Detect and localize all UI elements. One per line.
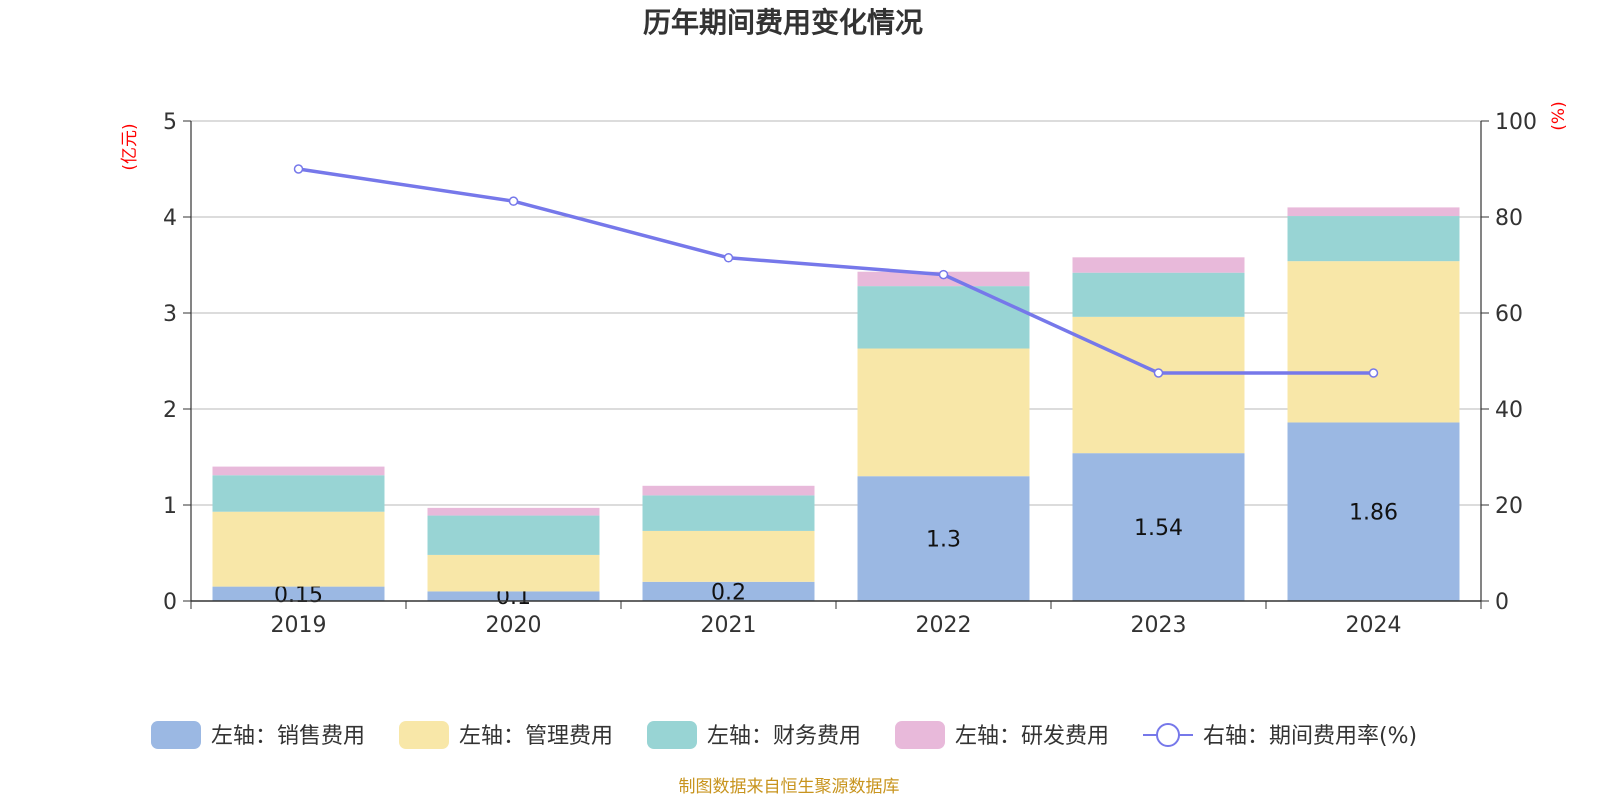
legend-label: 左轴：研发费用	[955, 724, 1109, 749]
x-tick-label: 2023	[1131, 613, 1187, 638]
rate-point	[1368, 368, 1379, 378]
bar-segment	[427, 507, 600, 516]
bar-segment	[642, 581, 815, 601]
rate-line-layer	[293, 164, 1379, 378]
bar-segment	[1072, 453, 1245, 601]
bar-data-label: 1.3	[926, 528, 961, 553]
right-tick-label: 100	[1495, 110, 1537, 135]
left-tick-label: 2	[163, 398, 177, 423]
legend-swatch	[399, 721, 449, 749]
bar-segment	[857, 476, 1030, 601]
rate-point	[1153, 368, 1164, 378]
bar-data-label: 0.15	[274, 583, 323, 608]
bar-segment	[1287, 216, 1460, 262]
x-tick-label: 2022	[916, 613, 972, 638]
rate-point	[508, 196, 519, 206]
bar-segment	[212, 475, 385, 512]
x-tick-label: 2019	[271, 613, 327, 638]
x-tick-label: 2020	[486, 613, 542, 638]
rate-point	[938, 269, 949, 280]
rate-line	[298, 167, 1374, 375]
bar-layer: 0.15 0.1 0.21.3 1.541.86	[212, 207, 1460, 610]
bar-segment	[1072, 272, 1245, 317]
bar-segment	[857, 286, 1030, 349]
left-axis-unit: (亿元)	[120, 123, 140, 170]
right-tick-label: 0	[1495, 590, 1509, 615]
bar-segment	[212, 466, 385, 476]
left-tick-label: 3	[163, 302, 177, 327]
x-tick-label: 2024	[1346, 613, 1402, 638]
left-tick-label: 4	[163, 206, 177, 231]
legend-swatch	[151, 721, 201, 749]
legend: 左轴：销售费用 左轴：管理费用 左轴：财务费用 左轴：研发费用 右轴：期间费用率(%)	[151, 721, 1417, 749]
right-axis-unit: (%)	[1549, 101, 1569, 130]
bar-segment	[1072, 316, 1245, 454]
legend-swatch	[895, 721, 945, 749]
bar-segment	[1287, 422, 1460, 601]
right-tick-label: 60	[1495, 302, 1523, 327]
axes: 0 1 2 3 4 5 0 20 40 60 80 100 2019 2020 2021 2022 2023 20…	[163, 110, 1537, 638]
source-note: 制图数据来自恒生聚源数据库	[679, 777, 900, 797]
bar-segment	[857, 348, 1030, 477]
right-tick-label: 40	[1495, 398, 1523, 423]
grid-lines	[191, 120, 1481, 506]
bar-segment	[212, 511, 385, 587]
bar-segment	[642, 530, 815, 582]
legend-label: 右轴：期间费用率(%)	[1203, 724, 1417, 749]
rate-point	[723, 253, 734, 263]
right-tick-label: 20	[1495, 494, 1523, 519]
left-tick-label: 1	[163, 494, 177, 519]
x-tick-label: 2021	[701, 613, 757, 638]
bar-segment	[427, 554, 600, 592]
bar-segment	[212, 586, 385, 601]
legend-label: 左轴：管理费用	[459, 724, 613, 749]
legend-swatch	[647, 721, 697, 749]
bar-segment	[642, 485, 815, 496]
legend-label: 左轴：销售费用	[211, 724, 365, 749]
bar-segment	[1287, 261, 1460, 423]
chart-title: 历年期间费用变化情况	[643, 6, 923, 39]
bar-segment	[642, 495, 815, 531]
right-tick-label: 80	[1495, 206, 1523, 231]
bar-data-label: 1.86	[1349, 501, 1398, 526]
legend-label: 左轴：财务费用	[707, 724, 861, 749]
rate-point	[293, 164, 304, 174]
bar-segment	[1287, 207, 1460, 217]
bar-segment	[427, 515, 600, 555]
legend-marker	[1156, 723, 1180, 747]
left-tick-label: 5	[163, 110, 177, 135]
bar-segment	[1072, 257, 1245, 273]
bar-segment	[427, 591, 600, 601]
left-tick-label: 0	[163, 590, 177, 615]
bar-data-label: 1.54	[1134, 516, 1183, 541]
